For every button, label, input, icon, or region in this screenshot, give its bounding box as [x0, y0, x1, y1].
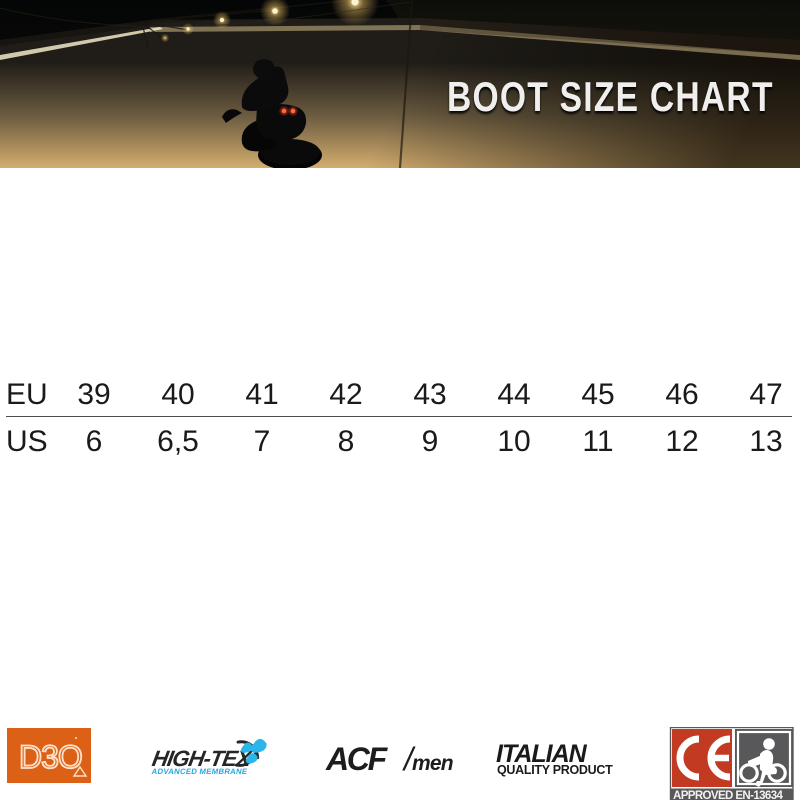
svg-text:QUALITY PRODUCT: QUALITY PRODUCT — [497, 763, 613, 777]
svg-text:APPROVED EN-13634: APPROVED EN-13634 — [673, 790, 784, 800]
svg-text:men: men — [412, 752, 453, 775]
svg-text:ADVANCED MEMBRANE: ADVANCED MEMBRANE — [151, 767, 248, 776]
svg-text:D3O: D3O — [19, 739, 82, 775]
svg-text:ACF: ACF — [325, 741, 389, 777]
